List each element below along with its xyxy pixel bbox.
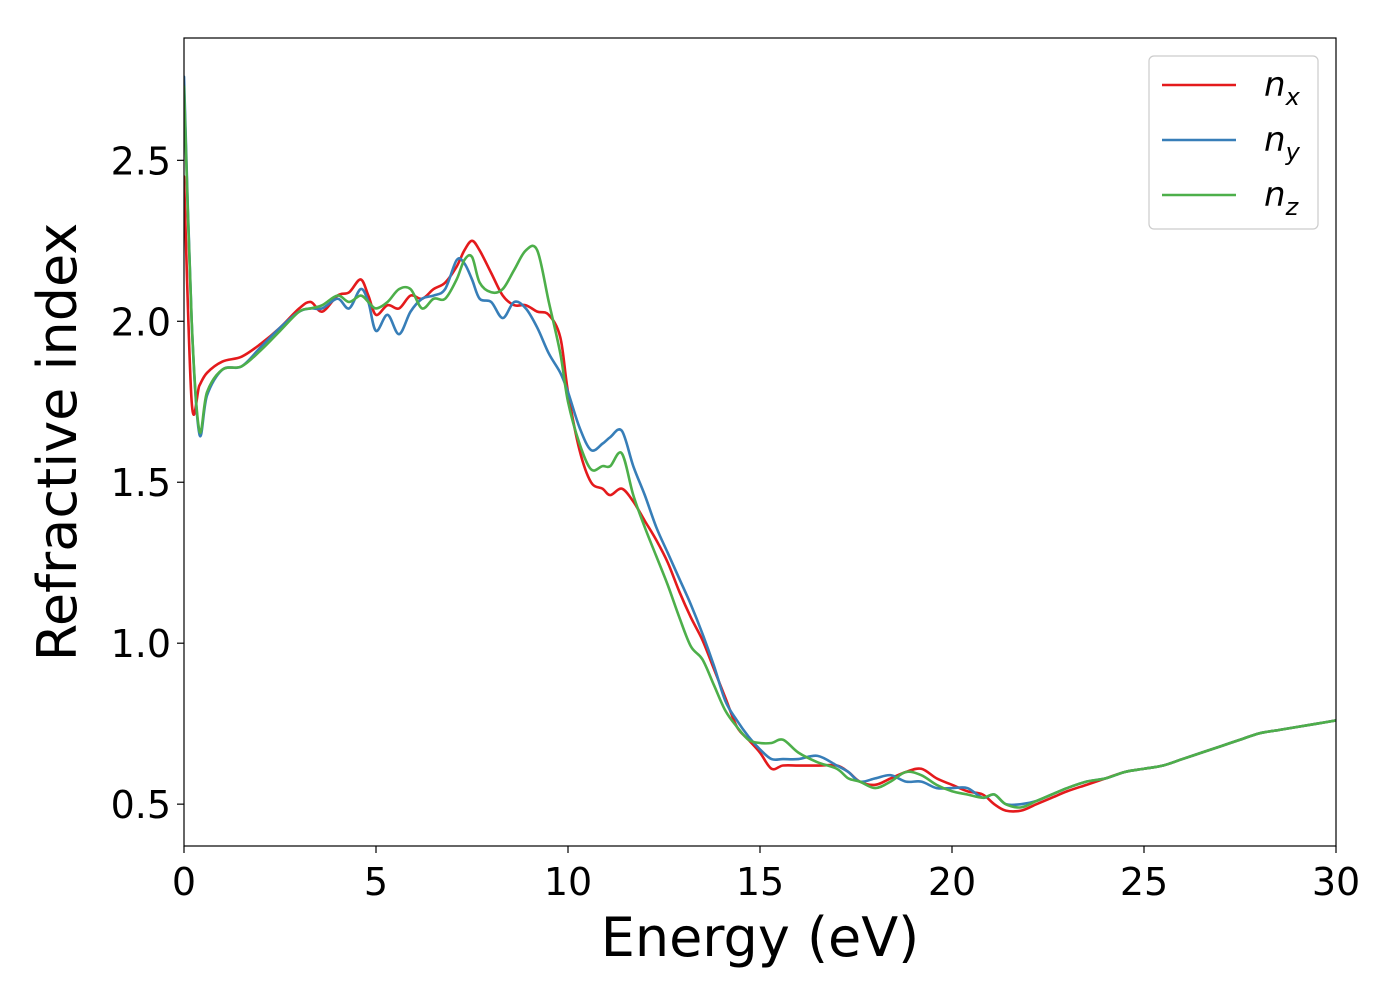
x-tick-label: 30	[1312, 860, 1360, 904]
y-tick-label: 2.0	[111, 300, 171, 344]
y-tick-label: 0.5	[111, 783, 171, 827]
series-layer	[184, 75, 1336, 813]
y-axis-label: Refractive index	[26, 223, 89, 662]
x-tick-label: 25	[1120, 860, 1168, 904]
x-tick-label: 20	[928, 860, 976, 904]
legend-box	[1148, 55, 1319, 230]
legend-label-z: nz	[1264, 175, 1300, 221]
x-axis-ticks: 0 5 10 15 20 25 30	[172, 846, 1360, 904]
series-line-n-z	[184, 84, 1336, 809]
x-tick-label: 0	[172, 860, 196, 904]
y-tick-label: 2.5	[111, 139, 171, 183]
x-tick-label: 15	[736, 860, 784, 904]
y-axis-ticks: 0.5 1.0 1.5 2.0 2.5	[111, 139, 184, 827]
legend: nx ny nz	[1148, 55, 1319, 230]
series-line-n-x	[184, 175, 1336, 813]
legend-label-x: nx	[1264, 65, 1301, 111]
x-tick-label: 10	[544, 860, 592, 904]
x-tick-label: 5	[364, 860, 388, 904]
y-tick-label: 1.5	[111, 461, 171, 505]
x-axis-label: Energy (eV)	[601, 906, 920, 969]
legend-label-y: ny	[1264, 120, 1301, 166]
y-tick-label: 1.0	[111, 622, 171, 666]
